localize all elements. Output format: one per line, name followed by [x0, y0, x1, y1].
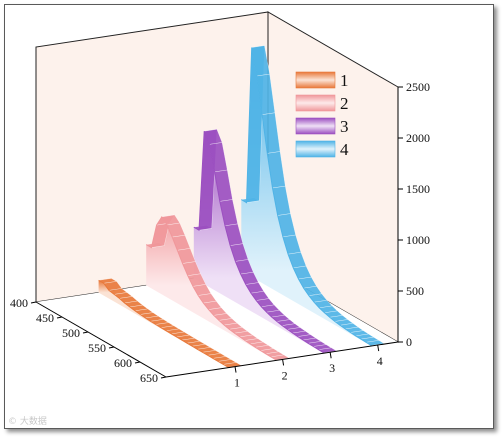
x-tick-label: 450 [36, 311, 54, 325]
legend-swatch-3 [295, 117, 336, 135]
z-tick-label: 2000 [406, 131, 430, 145]
chart-frame: 400 450 500 550 600 650 1 2 3 4 0 500 1000 1500 2000 25… [4, 4, 494, 429]
legend-swatch-4 [295, 140, 336, 158]
legend-swatch-2 [295, 94, 336, 112]
z-tick-label: 1500 [406, 182, 430, 196]
series-2-line [145, 215, 277, 361]
legend-swatch-1 [295, 71, 336, 89]
x-tick-mark [134, 361, 141, 364]
series-1-ribbon [97, 278, 243, 368]
waterfall-3d-chart: 400 450 500 550 600 650 1 2 3 4 0 500 1000 1500 2000 25… [10, 11, 430, 390]
z-tick-label: 2500 [406, 80, 430, 94]
x-tick-label: 650 [140, 371, 158, 385]
depth-tick-mark [377, 344, 380, 352]
x-tick-mark [108, 346, 115, 349]
z-tick-label: 0 [406, 335, 412, 349]
depth-tick-label: 1 [234, 376, 240, 390]
depth-tick-mark [329, 352, 332, 359]
depth-tick-label: 3 [329, 361, 335, 375]
legend-label-1: 1 [340, 71, 349, 90]
series-3-ribbon [193, 129, 338, 354]
depth-tick-label: 4 [377, 354, 383, 368]
x-tick-label: 500 [62, 326, 80, 340]
x-tick-mark [82, 331, 89, 334]
x-tick-mark [30, 301, 37, 304]
legend-label-4: 4 [340, 140, 349, 159]
legend-label-3: 3 [340, 117, 349, 136]
series-2-ribbon [145, 214, 290, 361]
x-tick-label: 600 [114, 356, 132, 370]
legend-label-2: 2 [340, 94, 349, 113]
series-4-face [241, 47, 372, 346]
x-tick-mark [56, 316, 63, 319]
series-4-ribbon [240, 45, 385, 346]
depth-tick-label: 2 [282, 368, 288, 382]
depth-tick-mark [282, 359, 285, 366]
series-1-line [98, 279, 229, 368]
x-axis [35, 301, 167, 378]
z-tick-label: 500 [406, 284, 424, 298]
x-tick-mark [160, 376, 167, 379]
watermark: © 大数据 [8, 417, 47, 427]
z-tick-label: 1000 [406, 233, 430, 247]
x-tick-label: 550 [88, 341, 106, 355]
x-tick-label: 400 [10, 296, 28, 310]
depth-tick-mark [234, 366, 237, 373]
series-3-line [193, 131, 325, 354]
depth-axis [165, 341, 399, 378]
series-4-line [241, 47, 372, 346]
